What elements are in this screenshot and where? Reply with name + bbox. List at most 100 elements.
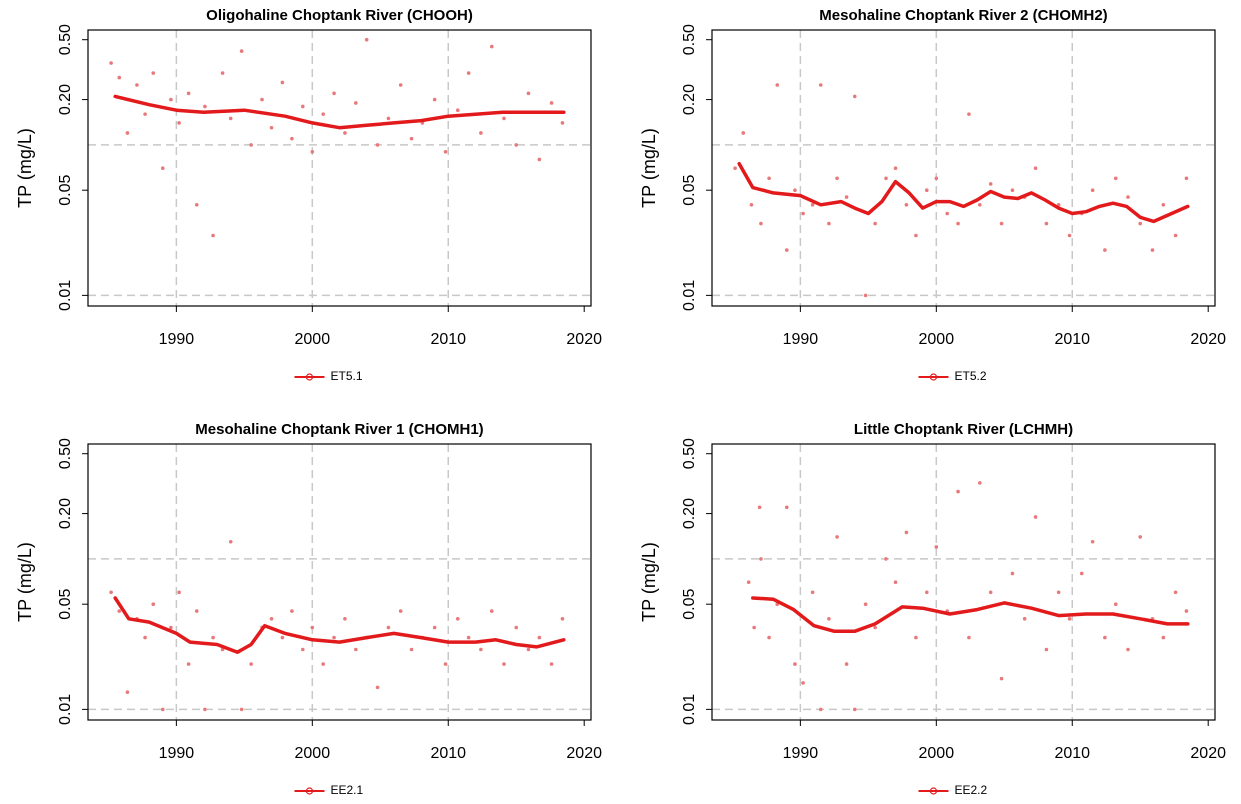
data-point <box>194 609 199 613</box>
x-tick-label: 1990 <box>783 745 819 762</box>
data-point <box>1103 248 1107 252</box>
data-point <box>489 44 494 49</box>
data-point <box>924 188 929 192</box>
data-point <box>784 248 789 252</box>
data-point <box>280 80 285 85</box>
data-point <box>934 176 939 181</box>
data-point <box>310 625 315 630</box>
y-tick-label: 0.05 <box>681 589 698 620</box>
data-point <box>228 539 233 544</box>
data-point <box>125 131 130 135</box>
data-point <box>914 635 918 640</box>
y-tick-label: 0.50 <box>681 438 698 469</box>
chart-title: Oligohaline Choptank River (CHOOH) <box>206 7 473 24</box>
data-point <box>432 625 437 630</box>
data-point <box>978 481 982 485</box>
x-tick-label: 1990 <box>159 331 195 348</box>
data-point <box>767 635 771 640</box>
data-point <box>1044 647 1049 652</box>
data-point <box>386 116 391 121</box>
y-tick-label: 0.01 <box>681 694 698 725</box>
x-tick-label: 2020 <box>1190 745 1226 762</box>
data-point <box>479 647 483 652</box>
x-tick-label: 2010 <box>1054 331 1090 348</box>
data-point <box>117 609 122 613</box>
data-point <box>455 108 460 113</box>
data-point <box>784 505 789 510</box>
data-point <box>1079 571 1084 576</box>
data-point <box>526 91 531 96</box>
data-point <box>269 125 274 130</box>
data-point <box>343 131 347 135</box>
data-point <box>801 211 805 216</box>
data-point <box>988 182 993 186</box>
data-point <box>443 149 448 154</box>
data-point <box>1126 647 1130 652</box>
data-point <box>775 83 780 87</box>
x-tick-label: 2020 <box>566 331 602 348</box>
data-point <box>443 662 448 666</box>
data-point <box>211 233 215 238</box>
data-point <box>873 625 877 630</box>
data-point <box>1173 233 1178 238</box>
data-point <box>1161 635 1166 640</box>
data-point <box>211 635 215 640</box>
data-point <box>757 505 762 510</box>
y-tick-label: 0.20 <box>57 498 74 529</box>
data-point <box>290 609 294 613</box>
data-point <box>332 91 336 96</box>
chart-title: Mesohaline Choptank River 2 (CHOMH2) <box>819 7 1107 24</box>
y-tick-label: 0.20 <box>681 498 698 529</box>
data-point <box>1033 515 1038 519</box>
y-axis-label: TP (mg/L) <box>15 128 35 208</box>
data-point <box>354 647 358 652</box>
data-point <box>967 635 971 640</box>
y-tick-label: 0.01 <box>57 694 74 725</box>
chart-title: Mesohaline Choptank River 1 (CHOMH1) <box>195 421 483 438</box>
data-point <box>818 707 823 712</box>
data-point <box>151 71 156 75</box>
x-tick-label: 2000 <box>919 331 955 348</box>
data-point <box>827 616 831 621</box>
y-tick-label: 0.20 <box>681 84 698 115</box>
data-point <box>300 104 305 109</box>
data-point <box>1138 221 1143 226</box>
data-point <box>733 166 737 170</box>
data-point <box>228 116 233 121</box>
data-point <box>398 83 403 87</box>
legend-marker <box>305 373 314 381</box>
data-point <box>793 188 797 192</box>
data-point <box>873 221 877 226</box>
data-point <box>466 71 471 75</box>
data-point <box>818 83 823 87</box>
data-point <box>560 616 565 621</box>
y-tick-label: 0.05 <box>681 175 698 206</box>
plot-frame <box>87 443 592 721</box>
y-tick-label: 0.50 <box>57 438 74 469</box>
x-tick-label: 1990 <box>159 745 195 762</box>
plot-frame <box>711 443 1216 721</box>
data-point <box>844 662 849 666</box>
data-point <box>999 221 1004 226</box>
trend-line <box>751 596 1190 634</box>
data-point <box>135 83 139 87</box>
y-tick-label: 0.05 <box>57 589 74 620</box>
data-point <box>549 101 554 105</box>
data-point <box>455 616 460 621</box>
data-point <box>863 602 868 606</box>
x-tick-label: 2000 <box>295 331 331 348</box>
data-point <box>810 590 815 595</box>
data-point <box>852 707 857 712</box>
y-tick-label: 0.01 <box>681 280 698 311</box>
data-point <box>514 625 519 630</box>
data-point <box>759 221 763 226</box>
data-point <box>956 489 960 494</box>
data-point <box>502 662 506 666</box>
data-point <box>526 647 531 652</box>
data-point <box>249 143 253 147</box>
data-point <box>1067 233 1072 238</box>
data-point <box>1090 188 1095 192</box>
data-point <box>1067 616 1072 621</box>
data-point <box>479 131 483 135</box>
y-axis-label: TP (mg/L) <box>15 542 35 622</box>
